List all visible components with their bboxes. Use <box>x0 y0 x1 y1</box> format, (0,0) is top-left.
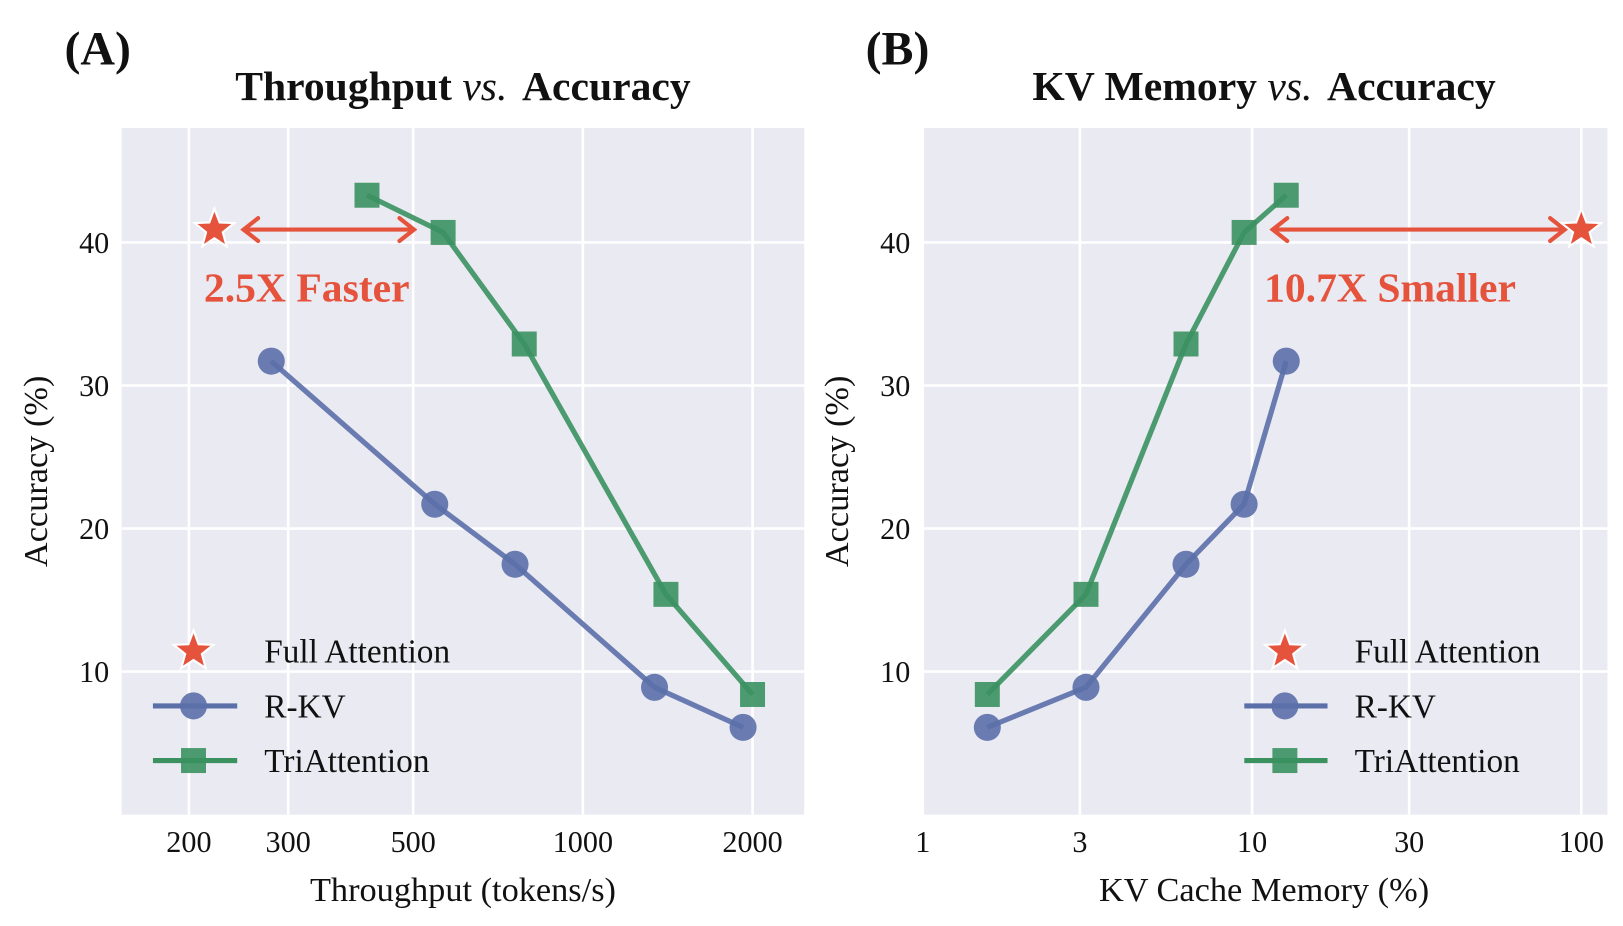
legend-marker <box>179 692 208 720</box>
x-tick-label: 200 <box>166 825 211 859</box>
legend-label: TriAttention <box>264 743 430 780</box>
data-point <box>1558 205 1604 249</box>
data-point <box>430 219 456 245</box>
data-point <box>1230 490 1258 518</box>
data-point <box>1172 550 1200 578</box>
data-point <box>421 490 449 518</box>
title-part: KV Memory <box>1032 64 1257 110</box>
y-tick-label: 40 <box>79 226 109 260</box>
y-tick-label: 10 <box>880 655 910 689</box>
legend-label: TriAttention <box>1355 743 1521 780</box>
data-point <box>501 550 529 578</box>
data-point <box>1173 331 1199 357</box>
y-tick-label: 30 <box>79 369 109 403</box>
series-full-attention <box>191 205 238 249</box>
series-triattention <box>974 182 1299 707</box>
x-tick-label: 1 <box>915 825 930 859</box>
y-axis-label: Accuracy (%) <box>818 376 856 568</box>
panel-a: 200 300 500 1000 2000 10 20 30 40 (A) Throughput vs… <box>17 23 805 909</box>
data-point <box>354 182 380 208</box>
title-part: Throughput <box>235 64 452 110</box>
y-axis-label: Accuracy (%) <box>17 376 55 568</box>
x-tick-label: 2000 <box>722 825 782 859</box>
data-point <box>511 331 537 357</box>
x-tick-label: 1000 <box>553 825 613 859</box>
data-point <box>257 347 285 375</box>
data-point <box>974 682 1000 707</box>
title-part: Accuracy <box>1327 64 1496 110</box>
data-point <box>1273 182 1299 208</box>
legend-marker <box>181 748 206 774</box>
legend-marker <box>1272 748 1298 774</box>
title-part: vs. <box>1267 64 1312 110</box>
y-tick-label: 20 <box>79 512 109 546</box>
data-point <box>729 713 757 741</box>
x-tick-label: 100 <box>1559 825 1604 859</box>
data-point <box>191 205 238 249</box>
data-point <box>640 673 669 701</box>
legend-label: Full Attention <box>264 634 450 671</box>
panel-label: (A) <box>65 23 131 76</box>
data-point <box>1231 219 1257 245</box>
y-tick-label: 20 <box>880 512 910 546</box>
y-tick-label: 40 <box>880 226 910 260</box>
legend-label: R-KV <box>1355 688 1436 725</box>
y-tick-label: 10 <box>79 655 109 689</box>
data-point <box>1072 673 1100 701</box>
data-point <box>653 581 679 607</box>
panel-label: (B) <box>866 23 930 76</box>
title-part: vs. <box>462 64 507 110</box>
x-axis-label: KV Cache Memory (%) <box>1099 871 1429 909</box>
data-point <box>1272 347 1300 375</box>
arrowhead-right <box>1548 216 1569 244</box>
series-r-kv <box>973 347 1300 741</box>
legend-label: R-KV <box>264 688 345 725</box>
annotation-text: 2.5X Faster <box>204 266 410 312</box>
legend-marker <box>170 627 217 671</box>
legend-marker <box>1262 627 1308 671</box>
arrowhead-right <box>397 216 418 244</box>
legend-marker <box>1271 692 1299 720</box>
data-point <box>973 713 1001 741</box>
x-axis-label: Throughput (tokens/s) <box>310 871 616 909</box>
y-tick-label: 30 <box>880 369 910 403</box>
legend-label: Full Attention <box>1355 634 1541 671</box>
chart-title: KV Memory vs. Accuracy <box>1032 64 1495 110</box>
panel-b: 1 3 10 30 100 10 20 30 40 (B) KV Memory vs. Accuracy… <box>818 23 1608 909</box>
series-triattention <box>354 182 766 707</box>
x-tick-label: 300 <box>266 825 311 859</box>
arrowhead-left <box>1269 216 1290 244</box>
annotation-text: 10.7X Smaller <box>1264 266 1516 312</box>
chart-title: Throughput vs. Accuracy <box>235 64 691 110</box>
x-tick-label: 10 <box>1237 825 1267 859</box>
x-tick-label: 30 <box>1394 825 1424 859</box>
x-tick-label: 500 <box>391 825 436 859</box>
data-point <box>740 682 766 707</box>
data-point <box>1073 581 1099 607</box>
series-r-kv <box>257 347 757 741</box>
x-tick-label: 3 <box>1072 825 1087 859</box>
series-full-attention <box>1558 205 1604 249</box>
arrowhead-left <box>240 216 261 244</box>
title-part: Accuracy <box>522 64 691 110</box>
